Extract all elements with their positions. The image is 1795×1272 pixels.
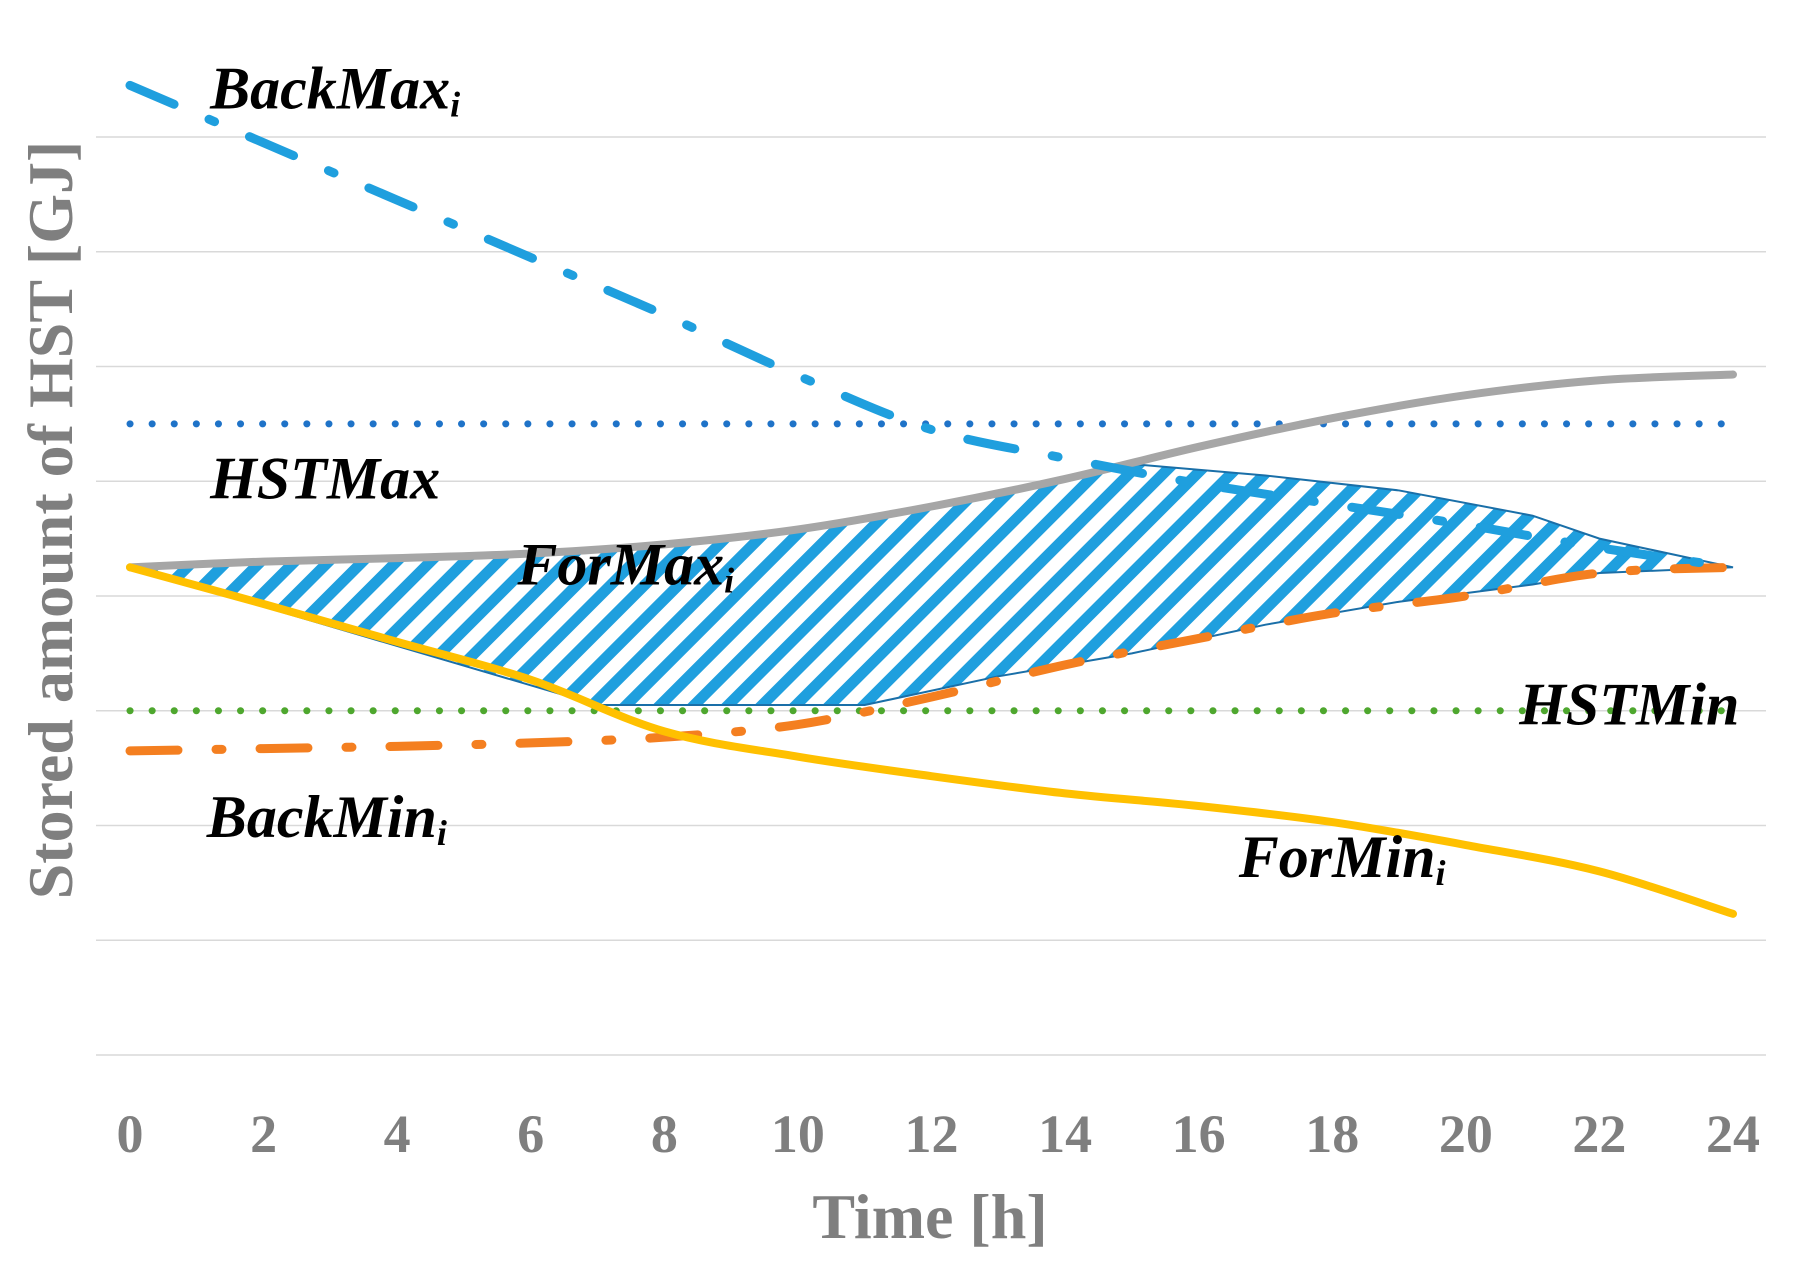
x-tick-label: 24 [1706, 1104, 1760, 1164]
x-tick-label: 14 [1038, 1104, 1092, 1164]
x-axis-title: Time [h] [812, 1181, 1047, 1252]
x-tick-label: 16 [1172, 1104, 1226, 1164]
series-backmin-i [125, 562, 1738, 756]
x-tick-labels: 0 2 4 6 8 10 12 14 16 18 20 22 24 [117, 1104, 1761, 1164]
x-tick-label: 20 [1439, 1104, 1493, 1164]
x-tick-label: 18 [1305, 1104, 1359, 1164]
annotation-formin: ForMini [1238, 824, 1446, 893]
x-tick-label: 8 [651, 1104, 678, 1164]
x-tick-label: 22 [1572, 1104, 1626, 1164]
annotation-hstmin: HSTMin [1518, 672, 1739, 738]
annotation-hstmax: HSTMax [209, 445, 440, 511]
x-tick-label: 12 [905, 1104, 959, 1164]
x-tick-label: 2 [250, 1104, 277, 1164]
annotations: BackMaxi HSTMax ForMaxi HSTMin BackMini ForMi… [206, 55, 1740, 893]
series-formin-i [126, 563, 1737, 918]
annotation-formax: ForMaxi [516, 532, 734, 601]
annotation-backmax: BackMaxi [209, 55, 460, 124]
y-axis-title: Stored amount of HST [GJ] [15, 141, 86, 900]
x-tick-label: 4 [384, 1104, 411, 1164]
annotation-backmin: BackMini [206, 784, 447, 853]
series-backmax-i [125, 80, 1738, 572]
x-tick-label: 0 [117, 1104, 144, 1164]
series-formax-i [126, 370, 1737, 572]
x-tick-label: 6 [517, 1104, 544, 1164]
series-layer [125, 80, 1738, 918]
x-tick-label: 10 [771, 1104, 825, 1164]
